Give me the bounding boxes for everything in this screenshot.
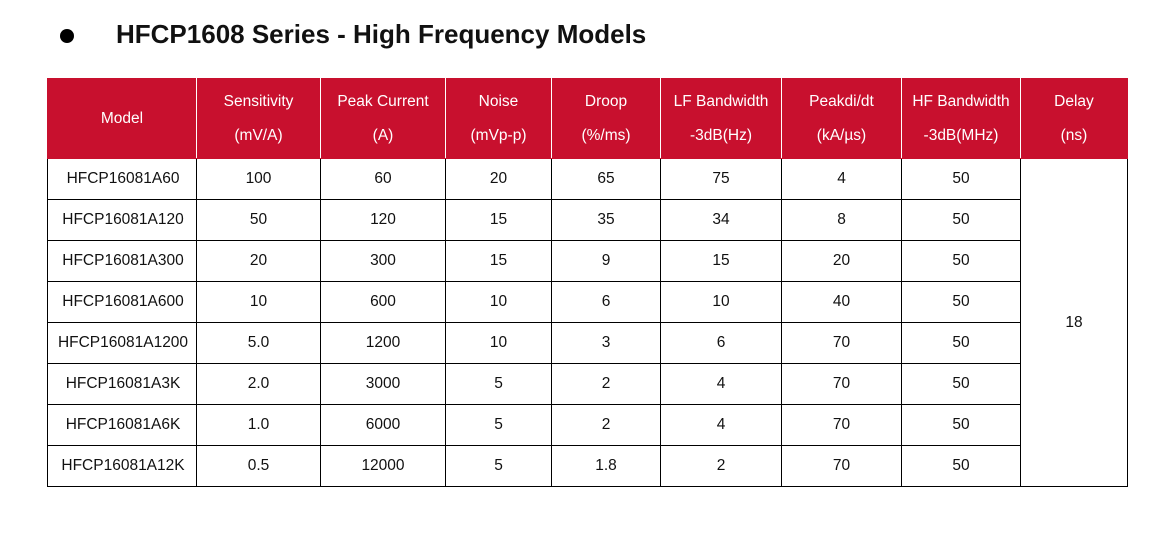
lf-bandwidth-cell: 4 xyxy=(660,363,782,405)
peak-current-cell: 3000 xyxy=(320,363,446,405)
droop-cell: 65 xyxy=(551,158,661,200)
column-header-model: Model xyxy=(47,78,197,159)
hf-bandwidth-cell: 50 xyxy=(901,445,1021,487)
lf-bandwidth-cell: 34 xyxy=(660,199,782,241)
droop-cell: 1.8 xyxy=(551,445,661,487)
model-cell: HFCP16081A300 xyxy=(47,240,197,282)
lf-bandwidth-cell: 10 xyxy=(660,281,782,323)
hf-bandwidth-cell: 50 xyxy=(901,240,1021,282)
hf-bandwidth-cell: 50 xyxy=(901,322,1021,364)
column-header-noise: Noise (mVp-p) xyxy=(445,78,552,159)
peak-current-cell: 600 xyxy=(320,281,446,323)
column-header-hf-bandwidth: HF Bandwidth -3dB(MHz) xyxy=(901,78,1021,159)
delay-cell: 18 xyxy=(1020,158,1128,487)
peak-di-dt-cell: 40 xyxy=(781,281,902,323)
droop-cell: 2 xyxy=(551,363,661,405)
lf-bandwidth-cell: 6 xyxy=(660,322,782,364)
model-cell: HFCP16081A60 xyxy=(47,158,197,200)
sensitivity-cell: 50 xyxy=(196,199,321,241)
bullet-icon xyxy=(60,29,74,43)
noise-cell: 15 xyxy=(445,199,552,241)
peak-current-cell: 12000 xyxy=(320,445,446,487)
noise-cell: 5 xyxy=(445,404,552,446)
droop-cell: 2 xyxy=(551,404,661,446)
model-cell: HFCP16081A600 xyxy=(47,281,197,323)
table-row: HFCP16081A12K 0.5 12000 5 1.8 2 70 50 xyxy=(47,445,1128,487)
model-cell: HFCP16081A12K xyxy=(47,445,197,487)
peak-current-cell: 300 xyxy=(320,240,446,282)
hf-bandwidth-cell: 50 xyxy=(901,363,1021,405)
noise-cell: 5 xyxy=(445,445,552,487)
lf-bandwidth-cell: 75 xyxy=(660,158,782,200)
spec-table: Model Sensitivity (mV/A) Peak Current (A… xyxy=(47,78,1128,487)
table-row: HFCP16081A300 20 300 15 9 15 20 50 xyxy=(47,240,1128,282)
model-cell: HFCP16081A120 xyxy=(47,199,197,241)
table-header-row: Model Sensitivity (mV/A) Peak Current (A… xyxy=(47,78,1128,159)
hf-bandwidth-cell: 50 xyxy=(901,158,1021,200)
section-heading: HFCP1608 Series - High Frequency Models xyxy=(60,14,646,54)
droop-cell: 9 xyxy=(551,240,661,282)
peak-current-cell: 6000 xyxy=(320,404,446,446)
table-row: HFCP16081A6K 1.0 6000 5 2 4 70 50 xyxy=(47,404,1128,446)
noise-cell: 15 xyxy=(445,240,552,282)
table-row: HFCP16081A60 100 60 20 65 75 4 50 18 xyxy=(47,158,1128,487)
column-header-droop: Droop (%/ms) xyxy=(551,78,661,159)
sensitivity-cell: 0.5 xyxy=(196,445,321,487)
table-row: HFCP16081A1200 5.0 1200 10 3 6 70 50 xyxy=(47,322,1128,364)
peak-di-dt-cell: 70 xyxy=(781,445,902,487)
table-row: HFCP16081A600 10 600 10 6 10 40 50 xyxy=(47,281,1128,323)
peak-di-dt-cell: 8 xyxy=(781,199,902,241)
noise-cell: 5 xyxy=(445,363,552,405)
sensitivity-cell: 10 xyxy=(196,281,321,323)
column-header-peak-di-dt: Peakdi/dt (kA/µs) xyxy=(781,78,902,159)
model-cell: HFCP16081A3K xyxy=(47,363,197,405)
peak-di-dt-cell: 70 xyxy=(781,404,902,446)
hf-bandwidth-cell: 50 xyxy=(901,404,1021,446)
table-row: HFCP16081A120 50 120 15 35 34 8 50 xyxy=(47,199,1128,241)
peak-di-dt-cell: 70 xyxy=(781,363,902,405)
sensitivity-cell: 5.0 xyxy=(196,322,321,364)
table-body: HFCP16081A60 100 60 20 65 75 4 50 18 HFCP16081A12… xyxy=(47,158,1128,487)
column-header-delay: Delay (ns) xyxy=(1020,78,1128,159)
lf-bandwidth-cell: 15 xyxy=(660,240,782,282)
table-row: HFCP16081A3K 2.0 3000 5 2 4 70 50 xyxy=(47,363,1128,405)
peak-current-cell: 120 xyxy=(320,199,446,241)
noise-cell: 10 xyxy=(445,322,552,364)
peak-di-dt-cell: 4 xyxy=(781,158,902,200)
column-header-lf-bandwidth: LF Bandwidth -3dB(Hz) xyxy=(660,78,782,159)
sensitivity-cell: 100 xyxy=(196,158,321,200)
droop-cell: 35 xyxy=(551,199,661,241)
column-header-sensitivity: Sensitivity (mV/A) xyxy=(196,78,321,159)
droop-cell: 6 xyxy=(551,281,661,323)
peak-di-dt-cell: 70 xyxy=(781,322,902,364)
sensitivity-cell: 1.0 xyxy=(196,404,321,446)
peak-current-cell: 60 xyxy=(320,158,446,200)
lf-bandwidth-cell: 4 xyxy=(660,404,782,446)
column-header-peak-current: Peak Current (A) xyxy=(320,78,446,159)
lf-bandwidth-cell: 2 xyxy=(660,445,782,487)
page-title: HFCP1608 Series - High Frequency Models xyxy=(116,18,647,49)
peak-current-cell: 1200 xyxy=(320,322,446,364)
hf-bandwidth-cell: 50 xyxy=(901,281,1021,323)
sensitivity-cell: 20 xyxy=(196,240,321,282)
noise-cell: 10 xyxy=(445,281,552,323)
model-cell: HFCP16081A6K xyxy=(47,404,197,446)
hf-bandwidth-cell: 50 xyxy=(901,199,1021,241)
peak-di-dt-cell: 20 xyxy=(781,240,902,282)
model-cell: HFCP16081A1200 xyxy=(47,322,197,364)
sensitivity-cell: 2.0 xyxy=(196,363,321,405)
noise-cell: 20 xyxy=(445,158,552,200)
droop-cell: 3 xyxy=(551,322,661,364)
